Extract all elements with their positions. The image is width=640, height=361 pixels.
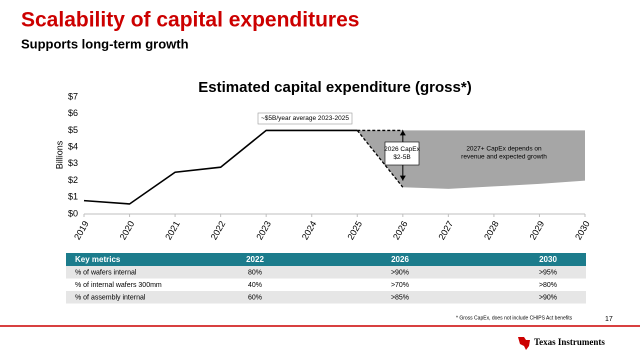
- slide-subtitle: Supports long-term growth: [21, 36, 189, 51]
- x-tick-label: 2030: [573, 219, 592, 241]
- annotation-box: [445, 141, 563, 165]
- y-tick-label: $0: [68, 208, 78, 218]
- annotation-text: $2-5B: [393, 154, 410, 161]
- annotation-box: [257, 112, 353, 125]
- table-cell: >85%: [391, 295, 409, 302]
- table-header: 2022: [246, 255, 264, 264]
- annotation-text: 2027+ CapEx depends on: [466, 146, 542, 153]
- x-tick-label: 2028: [482, 219, 501, 241]
- x-tick-label: 2021: [163, 219, 182, 241]
- table-cell: 80%: [248, 270, 262, 277]
- y-tick-label: $3: [68, 158, 78, 168]
- table-row-bg: [66, 266, 586, 279]
- x-tick-label: 2023: [254, 219, 273, 241]
- series-line: [83, 129, 358, 205]
- page-number: 17: [605, 316, 613, 323]
- y-axis-label: Billions: [54, 140, 64, 169]
- annotation-text: ~$5B/year average 2023-2025: [261, 115, 349, 122]
- logo-icon: [518, 337, 530, 350]
- x-tick-label: 2020: [118, 219, 137, 241]
- x-tick-label: 2019: [72, 219, 91, 241]
- table-cell: >70%: [391, 282, 409, 289]
- y-tick-label: $5: [68, 125, 78, 135]
- annotation-text: revenue and expected growth: [461, 154, 547, 161]
- x-tick-label: 2027: [436, 219, 455, 241]
- table-cell: >90%: [539, 295, 557, 302]
- x-tick-label: 2025: [345, 219, 364, 241]
- y-tick-label: $2: [68, 175, 78, 185]
- chart-title: Estimated capital expenditure (gross*): [198, 79, 471, 96]
- table-cell: >90%: [391, 270, 409, 277]
- table-row-bg: [66, 278, 586, 291]
- table-cell: % of wafers internal: [75, 270, 137, 277]
- table-cell: 60%: [248, 295, 262, 302]
- table-header: 2030: [539, 255, 557, 264]
- annotation-box: [384, 141, 420, 166]
- slide-title: Scalability of capital expenditures: [21, 9, 359, 32]
- table-header-bg: [66, 253, 586, 266]
- table-row-bg: [66, 291, 586, 304]
- table-cell: % of internal wafers 300mm: [75, 282, 162, 289]
- table-cell: >95%: [539, 270, 557, 277]
- range-edge: [356, 130, 404, 188]
- y-tick-label: $1: [68, 192, 78, 202]
- x-tick-label: 2022: [209, 219, 228, 241]
- y-tick-label: $6: [68, 108, 78, 118]
- table-header: 2026: [391, 255, 409, 264]
- footnote: * Gross CapEx, does not include CHIPS Ac…: [456, 315, 573, 321]
- logo-text: Texas Instruments: [534, 337, 605, 347]
- x-tick-label: 2024: [300, 219, 319, 241]
- table-cell: >80%: [539, 282, 557, 289]
- x-tick-label: 2029: [528, 219, 547, 241]
- y-tick-label: $4: [68, 142, 78, 152]
- annotation-text: 2026 CapEx: [384, 146, 421, 153]
- table-cell: % of assembly internal: [75, 295, 146, 302]
- table-header: Key metrics: [75, 255, 121, 264]
- x-tick-label: 2026: [391, 219, 410, 241]
- y-tick-label: $7: [68, 91, 78, 101]
- table-cell: 40%: [248, 282, 262, 289]
